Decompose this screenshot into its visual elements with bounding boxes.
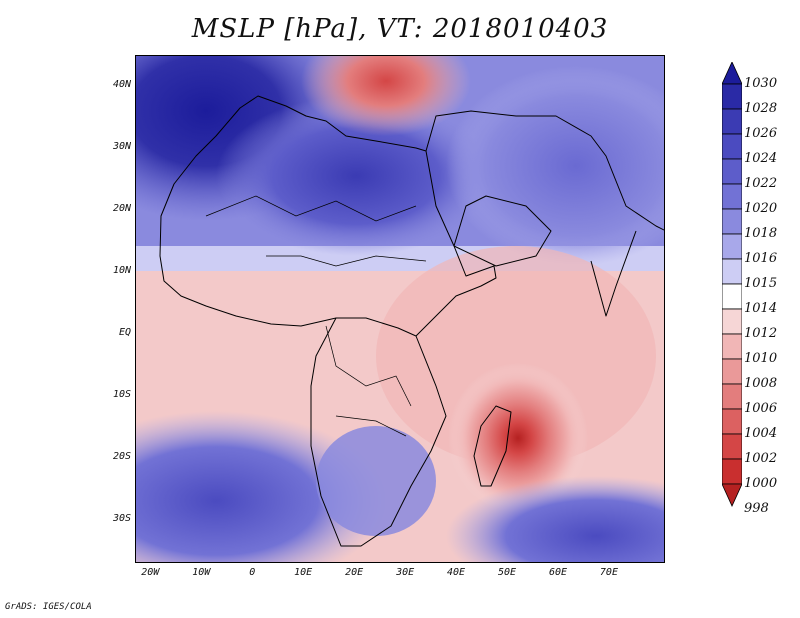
southern-border — [335, 415, 407, 437]
colorbar-level-label: 1008 — [744, 376, 778, 391]
latitude-label: 20N — [112, 202, 131, 214]
colorbar-top-arrow — [722, 62, 742, 85]
mediterranean-low — [301, 56, 471, 136]
colorbar-swatch — [722, 283, 742, 310]
asia-coast — [425, 110, 664, 231]
colorbar-swatch — [722, 383, 742, 410]
latitude-label: 40N — [112, 78, 131, 90]
colorbar-level-label: 1004 — [744, 426, 778, 441]
colorbar-level-label: 998 — [744, 501, 769, 516]
colorbar-swatch — [722, 458, 742, 485]
colorbar-swatch — [722, 358, 742, 385]
colorbar-swatch — [722, 258, 742, 285]
colorbar-swatch — [722, 158, 742, 185]
colorbar-level-label: 1022 — [744, 176, 778, 191]
pressure-field-map — [136, 56, 664, 562]
colorbar-level-label: 1010 — [744, 351, 778, 366]
colorbar-level-label: 1015 — [744, 276, 778, 291]
colorbar-swatch — [722, 333, 742, 360]
south-african-high — [316, 426, 436, 536]
longitude-label: 50E — [497, 567, 517, 578]
sahel-border — [266, 255, 427, 267]
central-africa-border — [325, 325, 412, 407]
sahara-border — [205, 195, 417, 222]
colorbar-swatch — [722, 183, 742, 210]
colorbar-swatch — [722, 308, 742, 335]
colorbar-level-label: 1020 — [744, 201, 778, 216]
colorbar-level-label: 1000 — [744, 476, 778, 491]
colorbar-swatch — [722, 133, 742, 160]
colorbar-level-label: 1012 — [744, 326, 778, 341]
south-atlantic-high — [136, 411, 386, 562]
saharan-high — [216, 96, 496, 256]
colorbar-swatch — [722, 408, 742, 435]
colorbar-level-label: 1006 — [744, 401, 778, 416]
colorbar-level-label: 1024 — [744, 151, 778, 166]
latitude-label: 30S — [112, 512, 131, 524]
latitude-label: EQ — [118, 326, 131, 338]
madagascar-outline — [473, 405, 512, 487]
colorbar-swatch — [722, 108, 742, 135]
longitude-label: 30E — [396, 567, 415, 578]
colorbar-bottom-arrow — [722, 483, 742, 507]
north-africa-coast — [159, 95, 497, 337]
longitude-label: 20W — [141, 567, 160, 578]
colorbar-level-label: 1014 — [744, 301, 778, 316]
colorbar-level-label: 1002 — [744, 451, 778, 466]
longitude-label: 20E — [345, 567, 364, 578]
cyclone-low — [448, 363, 588, 513]
longitude-label: 40E — [447, 567, 466, 578]
credit-label: GrADS: IGES/COLA — [5, 602, 92, 612]
india-coast — [590, 230, 637, 317]
longitude-label: 60E — [548, 567, 567, 578]
colorbar-level-label: 1018 — [744, 226, 778, 241]
colorbar-swatch — [722, 433, 742, 460]
colorbar — [722, 62, 742, 507]
longitude-label: 10E — [294, 567, 313, 578]
colorbar-level-label: 1030 — [744, 76, 778, 91]
arabian-high — [446, 66, 664, 266]
latitude-label: 30N — [112, 140, 131, 152]
arabia-coast — [453, 195, 552, 267]
country-borders — [205, 195, 427, 437]
coastlines — [159, 95, 664, 547]
south-indian-high — [446, 476, 664, 562]
colorbar-swatch — [722, 83, 742, 110]
southern-africa-coast — [310, 317, 447, 547]
longitude-label: 10W — [192, 567, 211, 578]
colorbar-level-label: 1026 — [744, 126, 778, 141]
colorbar-level-label: 1028 — [744, 101, 778, 116]
colorbar-swatch — [722, 233, 742, 260]
colorbar-level-label: 1016 — [744, 251, 778, 266]
indian-ocean-low-area — [376, 246, 656, 466]
colorbar-swatch — [722, 208, 742, 235]
latitude-label: 10S — [112, 388, 131, 400]
longitude-label: 0 — [249, 567, 256, 578]
latitude-label: 10N — [112, 264, 131, 276]
map-panel — [135, 55, 665, 563]
longitude-label: 70E — [599, 567, 618, 578]
map-title: MSLP [hPa], VT: 2018010403 — [191, 14, 609, 44]
latitude-label: 20S — [112, 450, 131, 462]
